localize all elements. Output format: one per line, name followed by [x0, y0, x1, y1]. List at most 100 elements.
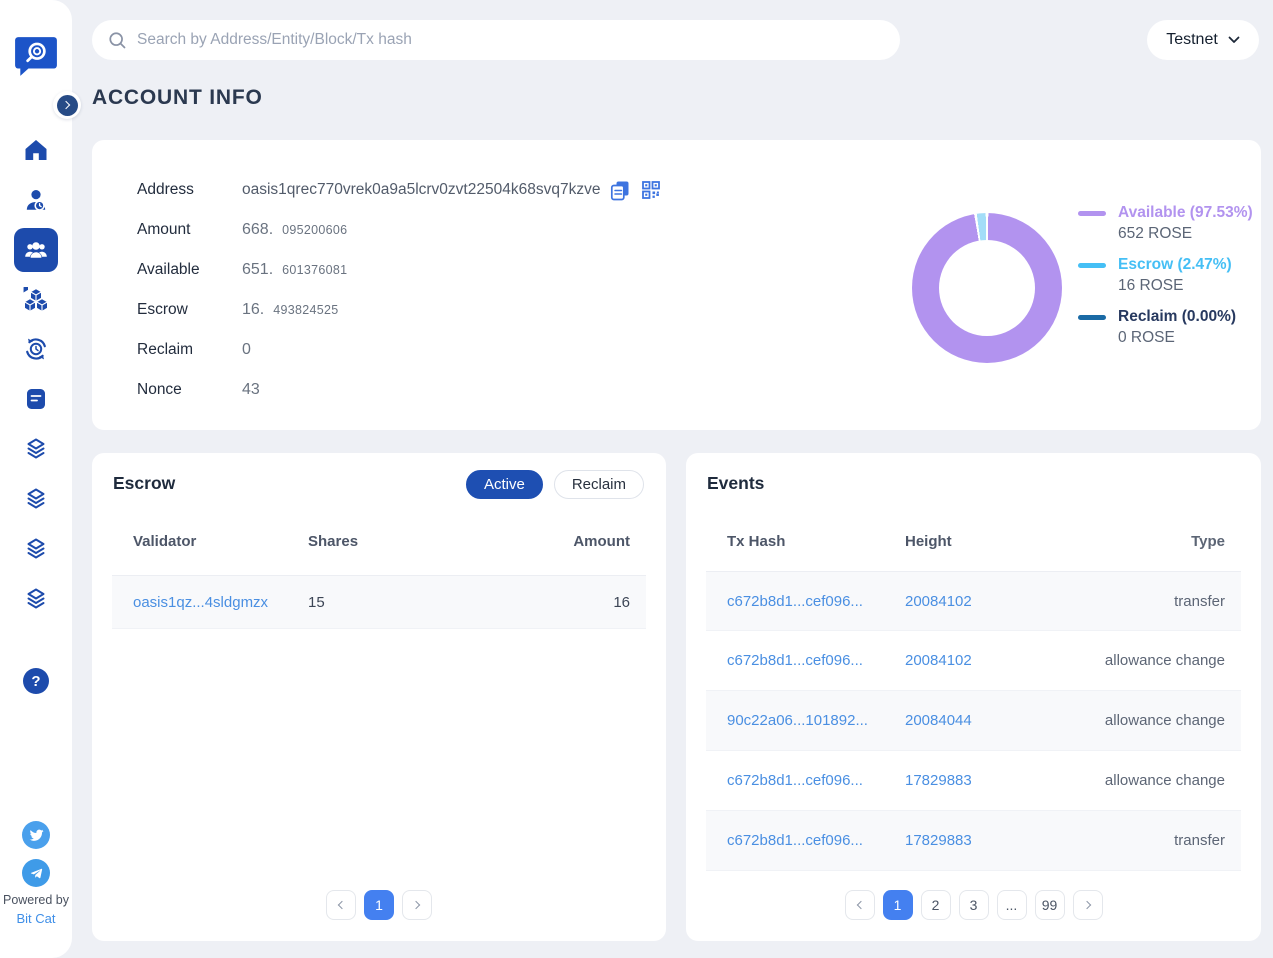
page-button-1[interactable]: 1 [364, 890, 394, 920]
event-type: allowance change [1104, 652, 1225, 669]
tx-hash-link[interactable]: c672b8d1...cef096... [727, 592, 863, 610]
column-amount: Amount [573, 532, 630, 550]
layers-icon [27, 588, 45, 609]
field-row-available: Available 651. 601376081 [137, 250, 662, 290]
height-link[interactable]: 20084044 [905, 712, 972, 729]
chevron-down-icon [1228, 36, 1240, 43]
escrow-table-rows: oasis1qz...4sldgmzx 15 16 [112, 575, 646, 629]
network-label: Testnet [1166, 31, 1218, 48]
copy-icon[interactable] [609, 179, 631, 201]
field-label: Nonce [137, 381, 182, 398]
home-icon [25, 140, 47, 160]
tx-hash-link[interactable]: c672b8d1...cef096... [727, 652, 863, 669]
page-button-ellipsis[interactable]: ... [996, 890, 1027, 920]
legend-value: 652 ROSE [1118, 225, 1193, 242]
height-link[interactable]: 17829883 [905, 772, 972, 789]
sidebar-item-home[interactable] [14, 128, 58, 172]
search-input[interactable] [137, 31, 884, 49]
legend-value: 16 ROSE [1118, 277, 1184, 294]
layers-icon [27, 488, 45, 509]
height-link[interactable]: 17829883 [905, 832, 972, 849]
chart-legend: Available (97.53%) 652 ROSE Escrow (2.47… [1078, 203, 1263, 359]
accounts-group-icon [25, 242, 47, 258]
donut-hole [939, 240, 1035, 336]
prev-page-button[interactable] [326, 890, 356, 920]
next-page-button[interactable] [402, 890, 432, 920]
question-mark-icon: ? [23, 668, 49, 694]
twitter-link[interactable] [22, 821, 50, 849]
sidebar-collapse-button[interactable] [53, 91, 81, 119]
escrow-pagination: 1 [92, 890, 666, 920]
validator-link[interactable]: oasis1qz...4sldgmzx [133, 593, 269, 611]
page-button-3[interactable]: 3 [958, 890, 989, 920]
field-row-amount: Amount 668. 095200606 [137, 210, 662, 250]
validator-person-icon [26, 190, 46, 211]
sidebar-item-accounts[interactable] [14, 228, 58, 272]
prev-page-button[interactable] [844, 890, 875, 920]
qr-code-icon[interactable] [640, 179, 662, 201]
column-type: Type [1191, 532, 1225, 550]
events-table-header: Tx Hash Height Type [706, 521, 1241, 561]
chevron-right-icon [56, 94, 78, 116]
tx-hash-link[interactable]: c672b8d1...cef096... [727, 832, 863, 849]
sidebar-item-paratime-1[interactable] [14, 427, 58, 471]
column-shares: Shares [308, 532, 359, 550]
balance-donut-chart-wrap [912, 213, 1062, 363]
powered-by-text: Powered by [2, 893, 69, 907]
nonce-value: 43 [242, 381, 260, 398]
escrow-panel: Escrow Active Reclaim Validator Shares A… [92, 453, 666, 941]
legend-entry-escrow: Escrow (2.47%) 16 ROSE [1078, 255, 1263, 296]
sidebar-item-paratime-2[interactable] [14, 477, 58, 521]
legend-value: 0 ROSE [1118, 329, 1175, 346]
search-icon [109, 31, 126, 48]
powered-by: Powered by Bit Cat [0, 893, 72, 926]
legend-entry-available: Available (97.53%) 652 ROSE [1078, 203, 1263, 244]
sidebar-item-validators[interactable] [14, 178, 58, 222]
sidebar-item-transactions[interactable] [14, 327, 58, 371]
escrow-table-header: Validator Shares Amount [112, 521, 646, 561]
height-link[interactable]: 20084102 [905, 592, 972, 610]
events-title: Events [707, 473, 765, 493]
escrow-int: 16. [242, 301, 265, 318]
network-selector[interactable]: Testnet [1147, 20, 1259, 60]
blocks-cubes-icon [23, 287, 48, 312]
next-page-button[interactable] [1072, 890, 1103, 920]
column-tx-hash: Tx Hash [727, 532, 786, 550]
account-fields: Address oasis1qrec770vrek0a9a5lcrv0zvt22… [137, 170, 662, 410]
available-frac: 601376081 [282, 263, 348, 277]
reclaim-value: 0 [242, 341, 251, 358]
sidebar-item-proposals[interactable] [14, 377, 58, 421]
legend-entry-reclaim: Reclaim (0.00%) 0 ROSE [1078, 307, 1263, 348]
tab-reclaim[interactable]: Reclaim [553, 470, 644, 499]
transactions-history-icon [26, 338, 46, 360]
address-value: oasis1qrec770vrek0a9a5lcrv0zvt22504k68sv… [242, 181, 601, 198]
page-button-99[interactable]: 99 [1034, 890, 1065, 920]
sidebar-item-help[interactable]: ? [14, 659, 58, 703]
field-row-reclaim: Reclaim 0 [137, 330, 662, 370]
telegram-link[interactable] [22, 859, 50, 887]
main-content: Testnet ACCOUNT INFO Address oasis1qrec7… [72, 0, 1273, 958]
page-button-2[interactable]: 2 [920, 890, 951, 920]
tx-hash-link[interactable]: 90c22a06...101892... [727, 712, 868, 729]
field-label: Reclaim [137, 341, 193, 358]
account-info-card: Address oasis1qrec770vrek0a9a5lcrv0zvt22… [92, 140, 1261, 430]
sidebar-item-blocks[interactable] [14, 278, 58, 322]
tx-hash-link[interactable]: c672b8d1...cef096... [727, 772, 863, 789]
bitcat-link[interactable]: Bit Cat [16, 911, 56, 926]
layers-icon [27, 538, 45, 559]
sidebar-item-paratime-3[interactable] [14, 527, 58, 571]
document-icon [27, 389, 45, 409]
oasisscan-logo[interactable] [13, 36, 59, 78]
legend-swatch [1078, 210, 1106, 216]
amount-int: 668. [242, 221, 274, 238]
table-row: 90c22a06...101892... 20084044 allowance … [706, 691, 1241, 751]
height-link[interactable]: 20084102 [905, 652, 972, 669]
sidebar-item-paratime-4[interactable] [14, 577, 58, 621]
shares-cell: 15 [308, 593, 325, 611]
tab-active[interactable]: Active [465, 470, 543, 499]
page-button-1[interactable]: 1 [882, 890, 913, 920]
event-type: transfer [1174, 832, 1225, 849]
sidebar: ? Powered by Bit Cat [0, 0, 81, 958]
logo-icon [15, 37, 57, 76]
